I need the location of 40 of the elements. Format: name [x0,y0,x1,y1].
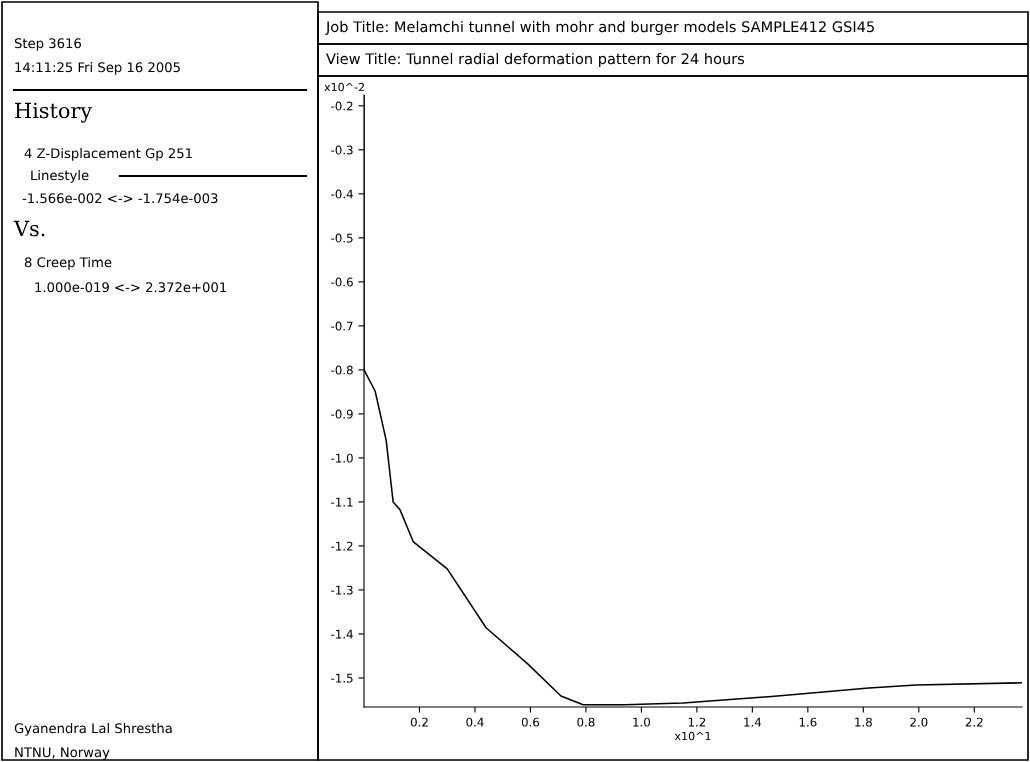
y-tick-label: -0.2 [331,101,353,111]
x-tick-label: 1.4 [744,717,762,727]
text: History [15,102,93,123]
y-tick-label: -0.7 [331,321,353,331]
y-tick-label: -0.8 [331,365,353,375]
x-tick-label: 0.2 [410,717,428,727]
x-tick-label: 2.0 [910,717,928,727]
x-tick-label: 1.6 [799,717,817,727]
x-axis-title: x10^1 [674,731,711,741]
text: 8 Creep Time [24,256,112,270]
x-tick-label: 0.8 [577,717,595,727]
y-tick-label: -1.2 [331,541,353,551]
x-tick-label: 2.2 [965,717,983,727]
x-tick-label: 1.2 [688,717,706,727]
y-tick-label: -0.3 [331,145,353,155]
y-tick-label: -0.9 [331,409,353,419]
text: Vs. [13,220,45,237]
y-tick-label: -1.5 [331,673,353,683]
text: Gyanendra Lal Shrestha [14,722,172,736]
y-axis-title: x10^-2 [324,82,364,92]
text: NTNU, Norway [15,747,110,760]
text: Step 3616 [14,38,81,51]
text: -1.566e-002 <-> -1.754e-003 [22,193,218,204]
y-tick-label: -1.1 [331,497,353,507]
text: 1.000e-019 <-> 2.372e+001 [35,282,227,293]
text: 4 Z-Displacement Gp 251 [24,147,192,161]
text: 14:11:25 Fri Sep 16 2005 [15,61,180,75]
chart-title: Job Title: Melamchi tunnel with mohr and burger models SAMPLE412 GSI45 [325,20,874,36]
y-tick-label: -1.4 [331,629,353,639]
y-tick-label: -0.4 [331,189,353,199]
y-tick-label: -0.5 [331,233,353,243]
chart-subtitle: View Title: Tunnel radial deformation pattern for 24 hours [326,52,745,68]
text: Linestyle [31,169,89,183]
y-tick-label: -1.3 [331,585,353,595]
y-tick-label: -1.0 [331,453,353,463]
x-tick-label: 0.6 [521,717,540,727]
x-tick-label: 1.0 [633,717,651,727]
x-tick-label: 1.8 [855,717,872,727]
y-tick-label: -0.6 [331,277,353,287]
x-tick-label: 0.4 [466,717,484,727]
